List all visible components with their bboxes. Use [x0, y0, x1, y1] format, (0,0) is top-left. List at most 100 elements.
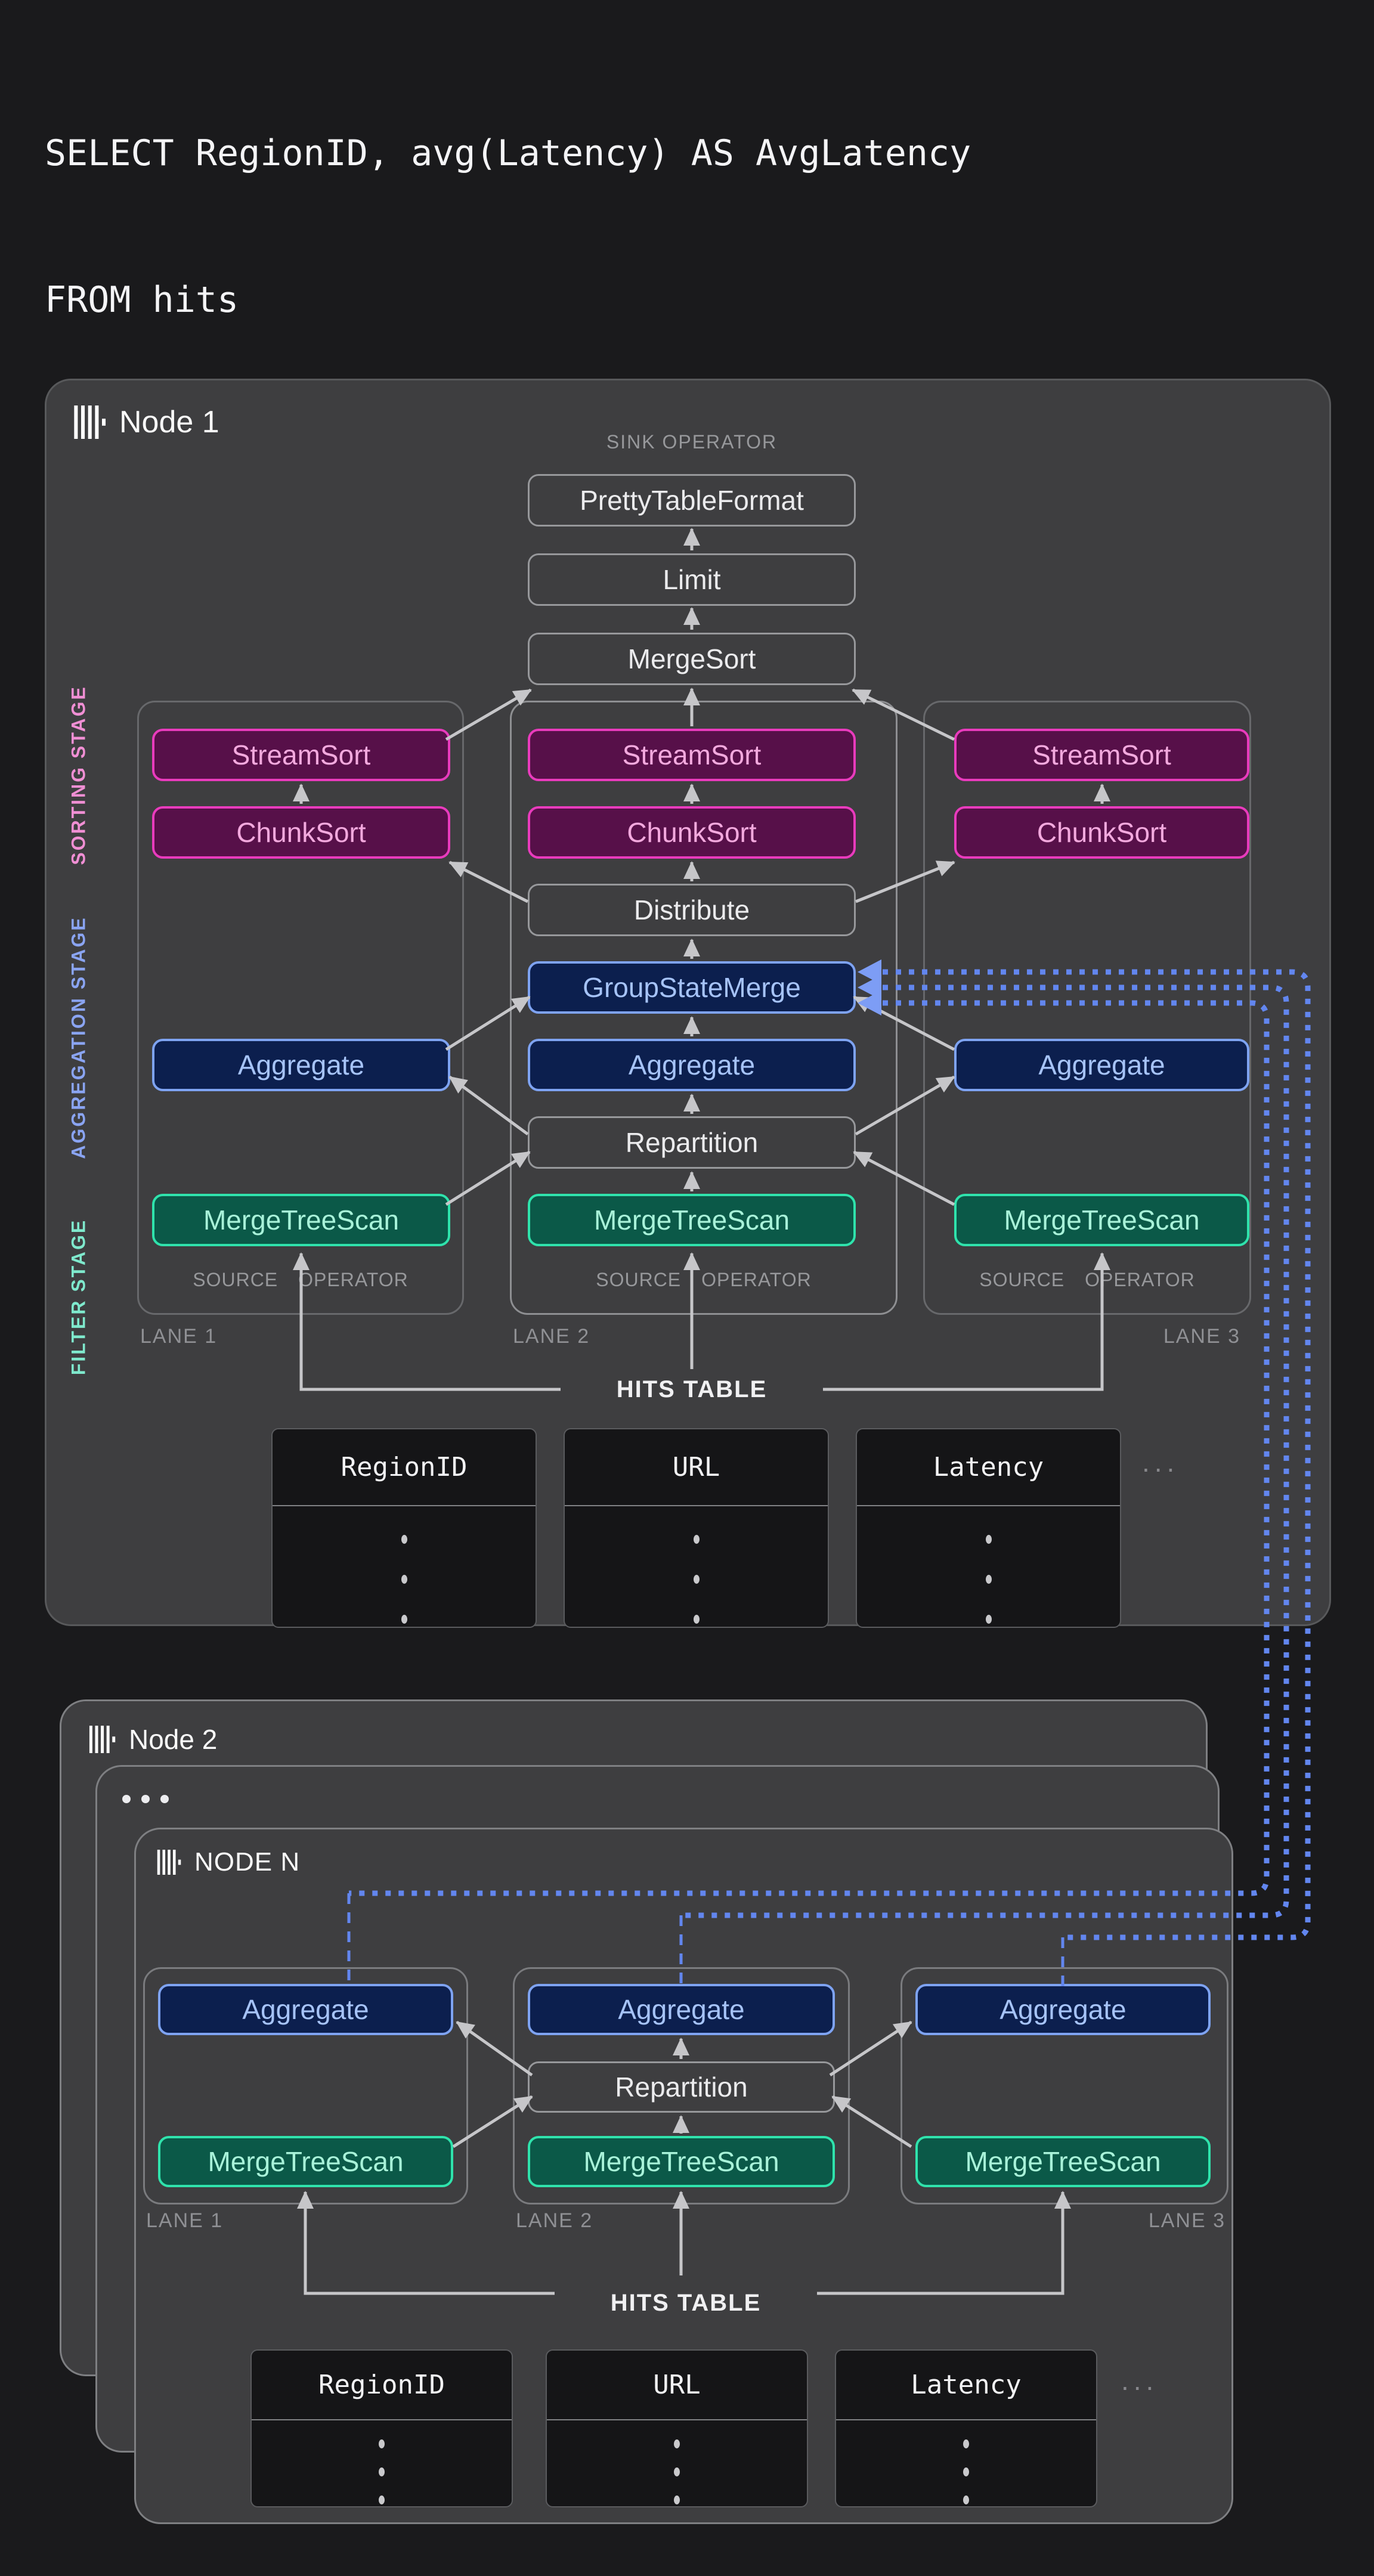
nodeN-lane1-label: LANE 1	[146, 2209, 224, 2232]
stream-sort-box-lane1: StreamSort	[152, 729, 450, 781]
column-header: URL	[547, 2351, 807, 2420]
clickhouse-logo-icon	[157, 1850, 181, 1875]
source-word: SOURCE	[596, 1269, 682, 1290]
box-label: Aggregate	[237, 1049, 365, 1080]
distribute-box: Distribute	[528, 884, 856, 936]
hits-column-regionid: RegionID	[271, 1428, 537, 1628]
box-label: MergeTreeScan	[965, 2146, 1161, 2177]
aggregate-box-lane3: Aggregate	[954, 1039, 1249, 1091]
nodeN-aggregate-box-lane2: Aggregate	[528, 1984, 835, 2035]
sql-line: SELECT RegionID, avg(Latency) AS AvgLate…	[45, 132, 971, 174]
node1-title: Node 1	[119, 405, 219, 439]
column-header: RegionID	[252, 2351, 512, 2420]
lane1-label: LANE 1	[140, 1325, 218, 1348]
pretty-table-format-box: PrettyTableFormat	[528, 474, 856, 527]
box-label: MergeSort	[627, 643, 756, 674]
box-label: MergeTreeScan	[1004, 1205, 1200, 1236]
merge-tree-scan-box-lane1: MergeTreeScan	[152, 1194, 450, 1246]
sql-line: FROM hits	[45, 279, 239, 321]
chunk-sort-box-lane2: ChunkSort	[528, 806, 856, 859]
box-label: ChunkSort	[236, 817, 366, 848]
hidden-nodes-ellipsis	[122, 1795, 169, 1803]
filter-stage-label: FILTER STAGE	[67, 1218, 89, 1376]
limit-box: Limit	[528, 553, 856, 606]
merge-tree-scan-box-lane2: MergeTreeScan	[528, 1194, 856, 1246]
repartition-box: Repartition	[528, 1116, 856, 1169]
merge-tree-scan-box-lane3: MergeTreeScan	[954, 1194, 1249, 1246]
nodeN-hits-table-label: HITS TABLE	[610, 2290, 762, 2316]
node2-title: Node 2	[129, 1724, 218, 1755]
node2-header: Node 2	[88, 1723, 217, 1755]
hits-column-url: URL	[564, 1428, 829, 1628]
nodeN-aggregate-box-lane3: Aggregate	[915, 1984, 1211, 2035]
operator-word: OPERATOR	[298, 1269, 409, 1290]
nodeN-hits-column-url: URL	[546, 2349, 808, 2507]
chunk-sort-box-lane3: ChunkSort	[954, 806, 1249, 859]
nodeN-header: NODE N	[156, 1847, 300, 1877]
box-label: Limit	[663, 564, 721, 595]
box-label: Aggregate	[999, 1994, 1127, 2025]
merge-sort-box: MergeSort	[528, 633, 856, 685]
column-ellipsis	[273, 1506, 536, 1624]
more-columns-ellipsis: ...	[1142, 1447, 1180, 1478]
box-label: MergeTreeScan	[583, 2146, 779, 2177]
nodeN-title: NODE N	[194, 1847, 301, 1877]
column-ellipsis	[836, 2420, 1096, 2504]
nodeN-aggregate-box-lane1: Aggregate	[158, 1984, 453, 2035]
lane3-label: LANE 3	[1163, 1325, 1240, 1348]
box-label: MergeTreeScan	[203, 1205, 400, 1236]
nodeN-lane3-label: LANE 3	[1148, 2209, 1226, 2232]
aggregate-box-lane2: Aggregate	[528, 1039, 856, 1091]
column-header: RegionID	[273, 1429, 536, 1506]
aggregate-box-lane1: Aggregate	[152, 1039, 450, 1091]
source-operator-label-lane1: SOURCE OPERATOR	[137, 1269, 464, 1291]
source-operator-label-lane2: SOURCE OPERATOR	[510, 1269, 898, 1291]
nodeN-more-columns-ellipsis: ...	[1121, 2365, 1159, 2396]
stream-sort-box-lane2: StreamSort	[528, 729, 856, 781]
box-label: Repartition	[625, 1127, 759, 1158]
nodeN-hits-column-latency: Latency	[835, 2349, 1097, 2507]
box-label: PrettyTableFormat	[580, 485, 804, 516]
box-label: GroupStateMerge	[583, 972, 801, 1003]
box-label: Distribute	[633, 894, 750, 925]
column-ellipsis	[547, 2420, 807, 2504]
box-label: StreamSort	[622, 739, 762, 770]
nodeN-merge-tree-scan-box-lane2: MergeTreeScan	[528, 2136, 835, 2187]
nodeN-merge-tree-scan-box-lane3: MergeTreeScan	[915, 2136, 1211, 2187]
column-header: Latency	[836, 2351, 1096, 2420]
nodeN-merge-tree-scan-box-lane1: MergeTreeScan	[158, 2136, 453, 2187]
box-label: ChunkSort	[627, 817, 757, 848]
column-header: Latency	[857, 1429, 1120, 1506]
hits-column-latency: Latency	[856, 1428, 1121, 1628]
box-label: Aggregate	[618, 1994, 745, 2025]
source-word: SOURCE	[979, 1269, 1065, 1290]
box-label: Aggregate	[628, 1049, 756, 1080]
lane2-label: LANE 2	[513, 1325, 590, 1348]
nodeN-hits-column-regionid: RegionID	[250, 2349, 513, 2507]
column-ellipsis	[857, 1506, 1120, 1624]
nodeN-repartition-box: Repartition	[528, 2061, 835, 2113]
column-header: URL	[565, 1429, 828, 1506]
nodeN-lane2-label: LANE 2	[516, 2209, 593, 2232]
clickhouse-logo-icon	[74, 405, 106, 439]
box-label: MergeTreeScan	[593, 1205, 790, 1236]
box-label: MergeTreeScan	[208, 2146, 404, 2177]
stream-sort-box-lane3: StreamSort	[954, 729, 1249, 781]
hits-table-label: HITS TABLE	[616, 1376, 768, 1402]
chunk-sort-box-lane1: ChunkSort	[152, 806, 450, 859]
clickhouse-logo-icon	[89, 1726, 116, 1753]
box-label: Aggregate	[242, 1994, 369, 2025]
box-label: Repartition	[615, 2072, 748, 2103]
sink-operator-label: SINK OPERATOR	[606, 431, 778, 453]
box-label: Aggregate	[1038, 1049, 1165, 1080]
operator-word: OPERATOR	[701, 1269, 812, 1290]
source-operator-label-lane3: SOURCE OPERATOR	[923, 1269, 1251, 1291]
box-label: StreamSort	[231, 739, 371, 770]
group-state-merge-box: GroupStateMerge	[528, 961, 856, 1014]
node1-header: Node 1	[73, 404, 219, 440]
box-label: ChunkSort	[1036, 817, 1167, 848]
column-ellipsis	[252, 2420, 512, 2504]
column-ellipsis	[565, 1506, 828, 1624]
operator-word: OPERATOR	[1085, 1269, 1195, 1290]
